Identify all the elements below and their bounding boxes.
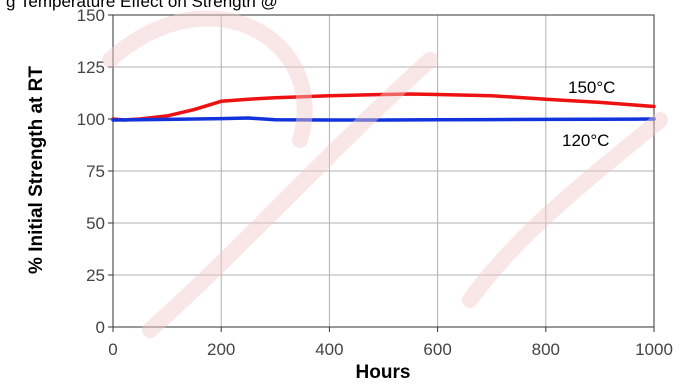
x-tick-label: 400 — [315, 340, 343, 359]
x-tick-label: 600 — [423, 340, 451, 359]
x-tick-label: 200 — [207, 340, 235, 359]
grid — [113, 15, 654, 327]
x-tick-label: 1000 — [635, 340, 673, 359]
y-axis-title: % Initial Strength at RT — [26, 66, 47, 274]
y-tick-label: 150 — [77, 6, 105, 25]
series-line-1 — [111, 116, 656, 122]
series-label-120c: 120°C — [562, 131, 609, 150]
series-lines — [111, 92, 656, 122]
y-tick-label: 75 — [86, 162, 105, 181]
y-tick-label: 50 — [86, 214, 105, 233]
watermark — [102, 10, 668, 338]
series-label-150c: 150°C — [568, 78, 615, 97]
watermark-stroke — [142, 52, 438, 338]
tick-labels: 0 200 400 600 800 1000 0 25 50 75 100 125 150 — [77, 6, 673, 359]
x-tick-label: 800 — [532, 340, 560, 359]
series-line-0 — [111, 92, 656, 122]
y-tick-label: 0 — [96, 318, 105, 337]
chart-partial-title: g Temperature Effect on Strength @ — [6, 0, 278, 11]
x-tick-label: 0 — [108, 340, 117, 359]
watermark-stroke — [462, 112, 668, 308]
watermark-stroke — [102, 10, 313, 148]
x-axis-title: Hours — [356, 362, 411, 383]
y-tick-label: 25 — [86, 266, 105, 285]
y-tick-label: 125 — [77, 58, 105, 77]
y-tick-label: 100 — [77, 110, 105, 129]
